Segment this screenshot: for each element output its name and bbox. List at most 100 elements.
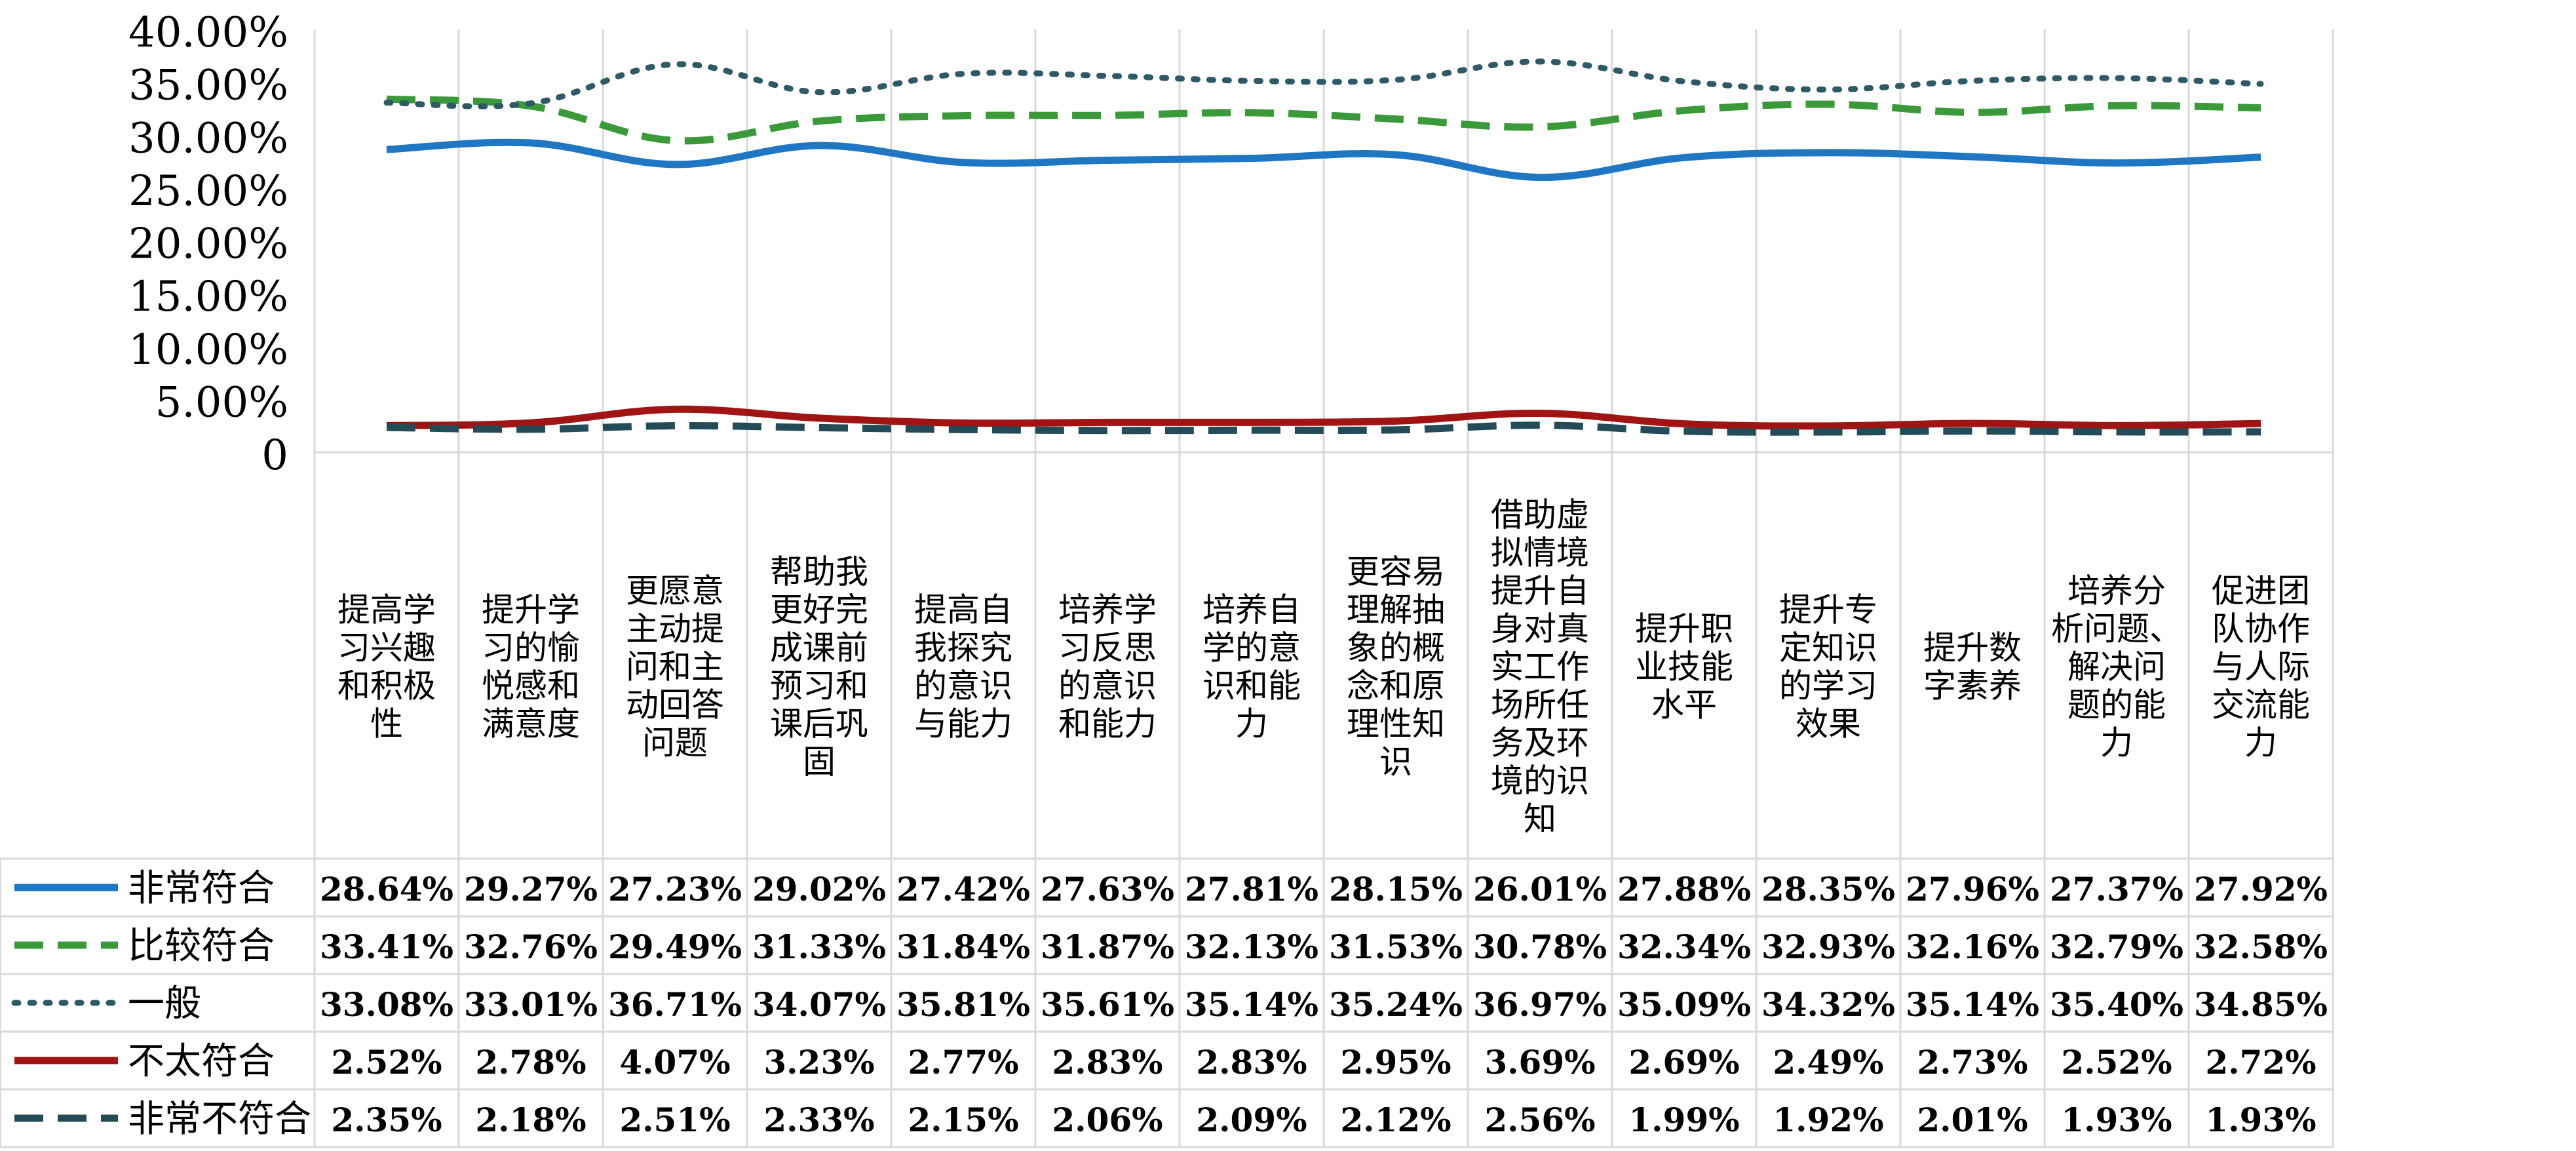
category-label: 力 [2100,724,2133,762]
category-label: 交流能 [2212,686,2310,724]
category-label: 和积极 [337,667,436,705]
category-label: 力 [1235,705,1268,743]
data-cell: 4.07% [619,1043,730,1082]
category-label: 提升数 [1923,629,2022,667]
data-cell: 32.16% [1906,927,2039,966]
category-label: 识和能 [1202,667,1301,705]
legend-label: 不太符合 [128,1040,275,1083]
category-label: 象的概 [1347,629,1445,667]
data-cell: 33.01% [464,985,598,1024]
category-label: 念和原 [1347,667,1445,705]
data-cell: 34.32% [1761,985,1895,1024]
category-label: 队协作 [2212,610,2310,648]
data-cell: 2.83% [1052,1043,1163,1082]
data-cell: 30.78% [1473,927,1607,966]
data-cell: 2.33% [763,1101,874,1139]
series-line-1 [386,138,2261,182]
y-tick-label: 40.00% [128,9,288,57]
data-cell: 1.92% [1773,1101,1883,1139]
category-label: 主动提 [626,610,724,648]
legend-label: 比较符合 [128,925,275,967]
category-label: 学的意 [1202,629,1301,667]
category-label: 的学习 [1779,667,1877,705]
series-line-2 [386,95,2261,145]
category-label: 促进团 [2212,572,2310,610]
category-label: 提高自 [914,591,1012,629]
category-label: 培养自 [1202,591,1301,629]
category-label: 解决问 [2067,648,2166,686]
data-cell: 2.52% [331,1043,442,1082]
data-cell: 32.79% [2050,927,2183,966]
data-cell: 35.14% [1906,985,2039,1024]
data-cell: 36.71% [608,985,742,1024]
data-cell: 32.76% [464,927,598,966]
category-label: 与能力 [914,705,1012,743]
category-label: 提升专 [1779,591,1877,629]
data-cell: 31.87% [1041,927,1174,966]
y-tick-label: 25.00% [128,167,288,216]
category-label: 身对真 [1491,610,1589,648]
data-cell: 31.33% [752,927,886,966]
data-cell: 3.69% [1484,1043,1595,1082]
category-label: 悦感和 [482,667,580,705]
data-cell: 1.93% [2205,1101,2316,1139]
category-label: 更容易 [1347,553,1445,591]
category-label: 提高学 [337,591,436,629]
y-tick-label: 5.00% [155,378,288,427]
category-label: 务及环 [1491,724,1589,762]
data-cell: 2.51% [619,1101,730,1139]
data-cell: 27.37% [2050,870,2183,908]
data-cell: 1.93% [2061,1101,2172,1139]
y-tick-label: 35.00% [128,62,288,110]
category-label: 性 [370,705,403,743]
category-label: 拟情境 [1491,534,1589,572]
data-cell: 33.41% [320,927,453,966]
data-cell: 35.09% [1617,985,1751,1024]
category-label: 习兴趣 [337,629,436,667]
data-cell: 2.18% [475,1101,586,1139]
category-label: 境的识 [1491,762,1589,800]
category-label: 实工作 [1491,648,1589,686]
data-cell: 1.99% [1628,1101,1739,1139]
data-cell: 29.49% [608,927,742,966]
category-label: 更好完 [770,591,868,629]
category-label: 满意度 [482,705,580,743]
category-label: 提升学 [482,591,580,629]
category-label: 和能力 [1058,705,1157,743]
data-cell: 31.84% [896,927,1030,966]
data-cell: 27.92% [2194,870,2328,908]
data-cell: 27.96% [1906,870,2039,908]
data-cell: 35.81% [896,985,1030,1024]
data-cell: 28.64% [320,870,453,908]
data-cell: 2.78% [475,1043,586,1082]
data-cell: 2.06% [1052,1101,1163,1139]
category-label: 的意识 [1058,667,1157,705]
data-cell: 2.77% [908,1043,1018,1082]
data-cell: 27.81% [1185,870,1318,908]
data-cell: 2.12% [1340,1101,1451,1139]
data-cell: 34.85% [2194,985,2328,1024]
category-label: 我探究 [914,629,1012,667]
y-tick-label: 20.00% [128,220,288,269]
category-label: 帮助我 [770,553,868,591]
category-label: 习反思 [1058,629,1157,667]
y-tick-label: 0 [261,431,288,480]
data-cell: 2.01% [1917,1101,2028,1139]
series-line-3 [383,58,2264,109]
y-tick-label: 10.00% [128,326,288,374]
category-label: 知 [1524,800,1556,838]
data-cell: 27.23% [608,870,742,908]
data-cell: 35.61% [1041,985,1174,1024]
category-label: 字素养 [1923,667,2022,705]
series-line-4 [386,405,2261,430]
data-cell: 29.02% [752,870,886,908]
category-label: 效果 [1796,705,1861,743]
category-label: 培养学 [1058,591,1157,629]
category-label: 预习和 [770,667,868,705]
category-label: 理解抽 [1347,591,1445,629]
data-cell: 32.34% [1617,927,1751,966]
data-cell: 35.40% [2050,985,2183,1024]
legend-label: 非常符合 [128,867,275,910]
data-cell: 2.52% [2061,1043,2172,1082]
